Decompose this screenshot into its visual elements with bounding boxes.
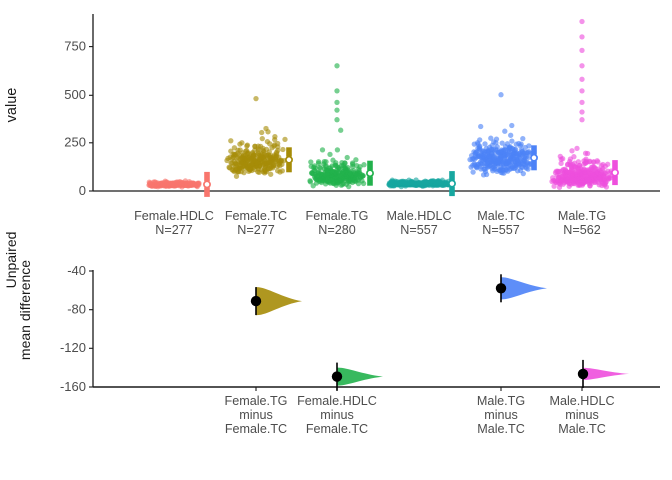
svg-text:Female.HDLC: Female.HDLC	[297, 394, 377, 408]
svg-text:N=557: N=557	[400, 223, 437, 237]
svg-text:Male.TC: Male.TC	[477, 209, 525, 223]
svg-text:Female.TC: Female.TC	[225, 422, 287, 436]
svg-text:-80: -80	[67, 302, 86, 317]
svg-text:250: 250	[64, 135, 86, 150]
svg-text:0: 0	[79, 183, 86, 198]
svg-text:750: 750	[64, 39, 86, 54]
svg-text:Female.HDLC: Female.HDLC	[134, 209, 214, 223]
svg-text:-160: -160	[60, 379, 86, 394]
svg-text:minus: minus	[320, 408, 354, 422]
svg-text:500: 500	[64, 87, 86, 102]
svg-text:Male.TC: Male.TC	[558, 422, 606, 436]
svg-text:Male.HDLC: Male.HDLC	[386, 209, 451, 223]
svg-text:N=277: N=277	[155, 223, 192, 237]
svg-text:-40: -40	[67, 263, 86, 278]
svg-text:Male.TG: Male.TG	[558, 209, 606, 223]
svg-text:N=280: N=280	[318, 223, 355, 237]
svg-text:minus: minus	[239, 408, 273, 422]
svg-text:minus: minus	[565, 408, 599, 422]
svg-text:Female.TG: Female.TG	[306, 209, 369, 223]
svg-text:Female.TG: Female.TG	[225, 394, 288, 408]
svg-text:value: value	[4, 88, 20, 123]
svg-text:Male.TG: Male.TG	[477, 394, 525, 408]
svg-text:N=557: N=557	[482, 223, 519, 237]
svg-text:-120: -120	[60, 340, 86, 355]
svg-text:mean difference: mean difference	[17, 260, 33, 360]
svg-text:Female.TC: Female.TC	[225, 209, 287, 223]
svg-text:N=277: N=277	[237, 223, 274, 237]
svg-text:Female.TC: Female.TC	[306, 422, 368, 436]
svg-text:minus: minus	[484, 408, 518, 422]
svg-text:N=562: N=562	[563, 223, 600, 237]
svg-text:Male.HDLC: Male.HDLC	[549, 394, 614, 408]
svg-text:Male.TC: Male.TC	[477, 422, 525, 436]
